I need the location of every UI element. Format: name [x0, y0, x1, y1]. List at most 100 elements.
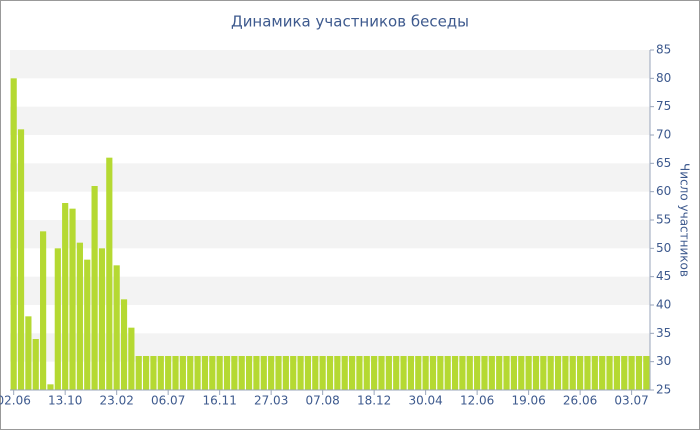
grid-band — [10, 276, 650, 305]
bar — [518, 356, 525, 390]
y-tick-label: 55 — [656, 213, 671, 227]
x-tick-label: 26.06 — [563, 394, 597, 408]
bar — [554, 356, 562, 390]
bar — [599, 356, 606, 390]
y-tick-label: 50 — [656, 241, 671, 255]
bar — [150, 356, 157, 390]
y-tick-label: 45 — [656, 269, 671, 283]
bar — [400, 356, 407, 390]
bar — [422, 356, 429, 390]
bar — [297, 356, 304, 390]
bar — [201, 356, 209, 390]
bar — [547, 356, 554, 390]
bar — [84, 259, 91, 390]
bar — [459, 356, 466, 390]
bar — [569, 356, 576, 390]
grid-band — [10, 50, 650, 79]
bar — [613, 356, 620, 390]
x-tick-label: 06.07 — [151, 394, 185, 408]
chart-title: Динамика участников беседы — [231, 13, 469, 31]
bar — [106, 157, 113, 390]
bar — [179, 356, 186, 390]
bar — [466, 356, 473, 390]
bar — [326, 356, 334, 390]
bar — [91, 186, 98, 390]
bar — [120, 299, 128, 390]
bar — [562, 356, 569, 390]
grid-band — [10, 220, 650, 249]
y-tick-label: 65 — [656, 156, 671, 170]
y-tick-label: 60 — [656, 184, 671, 198]
y-tick-label: 25 — [656, 383, 671, 397]
x-tick-label: 19.06 — [511, 394, 545, 408]
bar — [503, 356, 510, 390]
y-tick-label: 75 — [656, 99, 671, 113]
bar — [32, 339, 39, 390]
bar — [341, 356, 348, 390]
x-tick-label: 12.06 — [460, 394, 494, 408]
bar — [143, 356, 150, 390]
bar — [577, 356, 584, 390]
bar — [334, 356, 341, 390]
bar — [488, 356, 495, 390]
bar — [415, 356, 422, 390]
bar — [113, 265, 120, 390]
bar — [312, 356, 319, 390]
bar — [525, 356, 532, 390]
x-tick-label: 07.08 — [305, 394, 339, 408]
x-tick-label: 23.02 — [99, 394, 133, 408]
bar — [606, 356, 613, 390]
bar — [25, 316, 32, 390]
x-tick-label: 13.10 — [48, 394, 82, 408]
bar — [128, 327, 135, 390]
bar — [474, 356, 481, 390]
bar — [223, 356, 231, 390]
x-tick-label: 02.06 — [0, 394, 31, 408]
bar — [643, 356, 650, 390]
bar — [304, 356, 312, 390]
bar — [76, 242, 83, 390]
grid-bands — [10, 50, 650, 362]
bar — [628, 356, 635, 390]
bar — [429, 356, 437, 390]
y-tick-label: 35 — [656, 326, 671, 340]
bar — [407, 356, 415, 390]
bar — [268, 356, 275, 390]
bar — [510, 356, 517, 390]
bar — [451, 356, 459, 390]
bar — [245, 356, 253, 390]
x-tick-label: 03.07 — [614, 394, 648, 408]
bar — [165, 356, 172, 390]
bar — [209, 356, 216, 390]
bar — [282, 356, 289, 390]
bar — [481, 356, 488, 390]
bar — [62, 203, 69, 390]
bar — [69, 208, 76, 390]
y-tick-label: 80 — [656, 71, 671, 85]
y-tick-label: 70 — [656, 128, 671, 142]
bar — [393, 356, 400, 390]
bar — [238, 356, 245, 390]
bar — [10, 78, 17, 390]
grid-band — [10, 163, 650, 192]
bar — [40, 231, 47, 390]
bar — [194, 356, 201, 390]
bar — [385, 356, 392, 390]
bar — [275, 356, 282, 390]
bar — [540, 356, 547, 390]
x-tick-label: 30.04 — [408, 394, 442, 408]
x-tick-label: 27.03 — [254, 394, 288, 408]
bar — [356, 356, 363, 390]
bar — [621, 356, 628, 390]
bar — [157, 356, 164, 390]
bar — [260, 356, 267, 390]
bar — [172, 356, 179, 390]
bar — [253, 356, 260, 390]
bar — [290, 356, 297, 390]
bar — [47, 384, 54, 390]
bar — [437, 356, 444, 390]
x-tick-label: 16.11 — [202, 394, 236, 408]
bar — [591, 356, 598, 390]
bar — [54, 248, 61, 390]
